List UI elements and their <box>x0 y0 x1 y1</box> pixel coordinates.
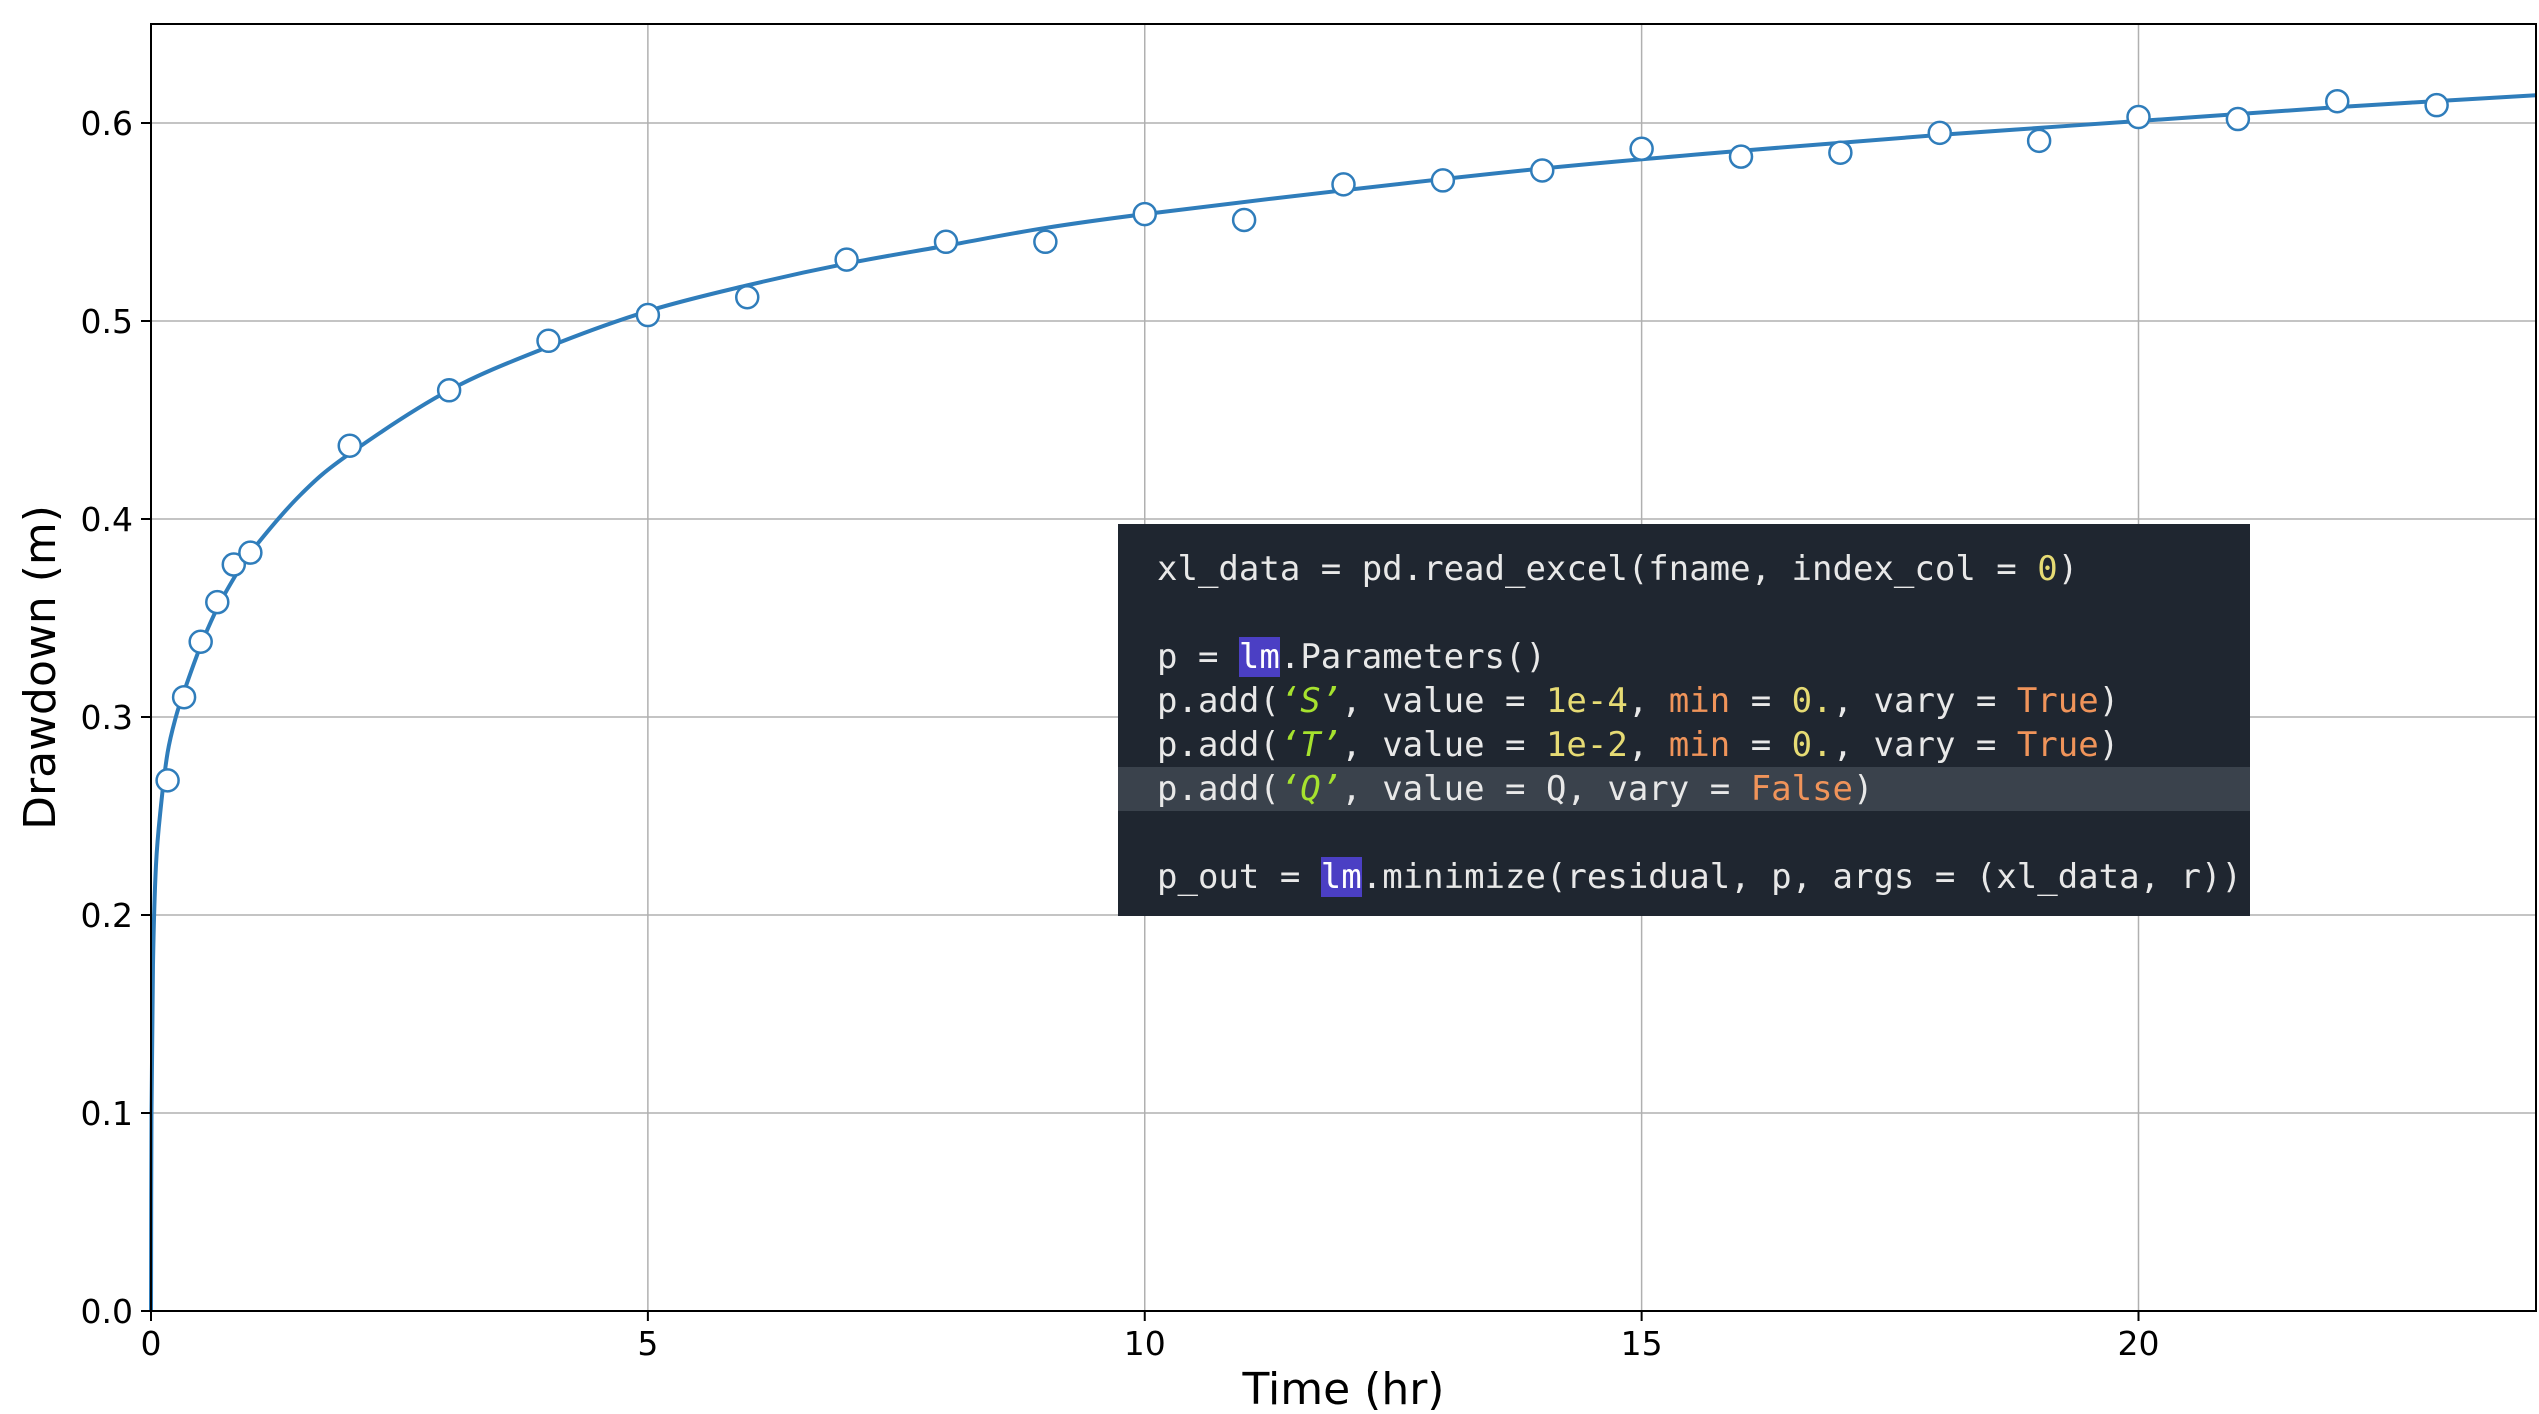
x-tick-label: 0 <box>141 1324 162 1363</box>
plot-series <box>149 88 2537 1312</box>
data-point-marker <box>1828 140 1853 165</box>
code-line: p.add(‘S’, value = 1e-4, min = 0., vary … <box>1118 679 2250 723</box>
data-point-marker <box>171 684 197 710</box>
code-token: xl_data = pd.read_excel(fname, index_col… <box>1157 549 2038 589</box>
x-tick-label: 20 <box>2118 1324 2160 1363</box>
code-token: 0 <box>2037 549 2058 589</box>
code-token: p_out = <box>1157 857 1321 897</box>
data-point-marker <box>834 247 859 272</box>
code-token: True <box>2016 725 2099 765</box>
code-token: 0. <box>1791 725 1833 765</box>
plot-frame <box>150 23 2537 1312</box>
data-point-marker <box>1231 207 1257 233</box>
code-line: p = lm.Parameters() <box>1118 635 2250 679</box>
code-line <box>1118 591 2250 635</box>
data-point-marker <box>1430 168 1456 193</box>
data-point-marker <box>1132 201 1157 227</box>
code-token: ) <box>1853 769 1874 809</box>
code-token: , vary = <box>1832 725 2017 765</box>
code-token: lm <box>1238 637 1280 677</box>
x-axis-title: Time (hr) <box>1242 1364 1445 1414</box>
code-line-highlighted: p.add(‘Q’, value = Q, vary = False) <box>1118 767 2250 811</box>
y-tick-label: 0.3 <box>81 698 133 737</box>
code-token: .minimize(residual, p, args = (xl_data, … <box>1361 857 2242 897</box>
code-token: , vary = <box>1832 681 2017 721</box>
data-point-marker <box>735 284 760 310</box>
axis-ticks: 0 5 10 15 200.00.10.20.30.40.50.6 <box>81 104 2160 1363</box>
code-token: , value = <box>1341 681 1546 721</box>
code-token: 1e-2 <box>1545 725 1628 765</box>
code-token: min <box>1668 681 1731 721</box>
data-point-marker <box>2225 106 2251 132</box>
code-token: ) <box>2057 549 2079 589</box>
y-tick-label: 0.6 <box>81 104 133 143</box>
code-line: p_out = lm.minimize(residual, p, args = … <box>1118 855 2250 899</box>
code-line <box>1118 811 2250 855</box>
code-token: p.add( <box>1157 769 1280 809</box>
data-point-marker <box>536 328 561 354</box>
data-point-marker <box>1033 229 1058 255</box>
data-point-marker <box>2126 104 2151 130</box>
data-point-marker <box>1530 158 1555 183</box>
code-line: p.add(‘T’, value = 1e-2, min = 0., vary … <box>1118 723 2250 767</box>
code-token: 0. <box>1791 681 1833 721</box>
data-point-marker <box>2026 128 2052 154</box>
y-tick-label: 0.4 <box>81 500 133 539</box>
data-point-marker <box>1927 120 1952 146</box>
y-tick-label: 0.2 <box>81 896 133 935</box>
code-token: = <box>1730 725 1792 765</box>
code-token: min <box>1668 725 1731 765</box>
code-token: , <box>1627 725 1669 765</box>
data-point-marker <box>238 540 263 565</box>
code-token: ‘Q’ <box>1279 769 1342 809</box>
data-point-marker <box>155 768 180 793</box>
x-tick-label: 15 <box>1621 1324 1663 1363</box>
data-point-marker <box>2325 88 2350 114</box>
code-token: = <box>1730 681 1792 721</box>
data-point-marker <box>2424 92 2449 118</box>
code-token: , <box>1627 681 1669 721</box>
data-point-marker <box>221 552 247 577</box>
data-point-marker <box>205 589 230 615</box>
code-token: True <box>2016 681 2099 721</box>
y-tick-label: 0.0 <box>81 1292 133 1331</box>
code-token: .Parameters() <box>1279 637 1546 677</box>
data-point-marker <box>188 629 213 655</box>
code-snippet-panel: xl_data = pd.read_excel(fname, index_col… <box>1118 524 2250 916</box>
code-token: p.add( <box>1157 725 1280 765</box>
code-token: p.add( <box>1157 681 1280 721</box>
code-token: False <box>1750 769 1854 809</box>
data-point-marker <box>635 302 661 328</box>
code-token: lm <box>1320 857 1362 897</box>
code-token: 1e-4 <box>1545 681 1628 721</box>
y-tick-label: 0.5 <box>81 302 133 341</box>
code-token: ‘S’ <box>1279 681 1342 721</box>
code-token: p = <box>1157 637 1239 677</box>
code-token: , value = Q, vary = <box>1341 769 1751 809</box>
data-point-marker <box>1629 136 1654 161</box>
x-tick-label: 5 <box>637 1324 658 1363</box>
code-line: xl_data = pd.read_excel(fname, index_col… <box>1118 547 2250 591</box>
code-token: ) <box>2098 681 2120 721</box>
code-token: ‘T’ <box>1279 725 1342 765</box>
code-token: , value = <box>1341 725 1546 765</box>
code-token: ) <box>2098 725 2120 765</box>
data-point-marker <box>436 378 462 403</box>
data-point-marker <box>1331 172 1356 197</box>
y-axis-title: Drawdown (m) <box>15 505 66 830</box>
data-point-marker <box>1728 144 1754 169</box>
data-point-marker <box>933 229 959 255</box>
x-tick-label: 10 <box>1124 1324 1166 1363</box>
y-tick-label: 0.1 <box>81 1094 133 1133</box>
data-point-marker <box>337 433 362 458</box>
